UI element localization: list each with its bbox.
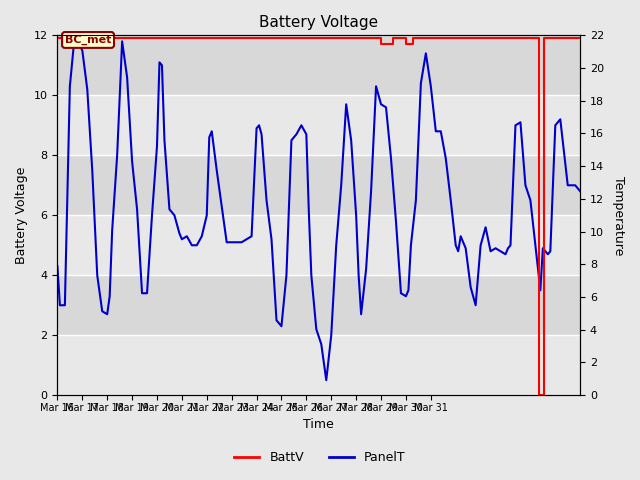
Y-axis label: Temperature: Temperature (612, 176, 625, 255)
Y-axis label: Battery Voltage: Battery Voltage (15, 167, 28, 264)
Text: BC_met: BC_met (65, 35, 111, 45)
Bar (58, 215, 580, 275)
Bar (58, 335, 580, 395)
Title: Battery Voltage: Battery Voltage (259, 15, 378, 30)
Legend: BattV, PanelT: BattV, PanelT (229, 446, 411, 469)
X-axis label: Time: Time (303, 419, 334, 432)
Bar (58, 96, 580, 156)
